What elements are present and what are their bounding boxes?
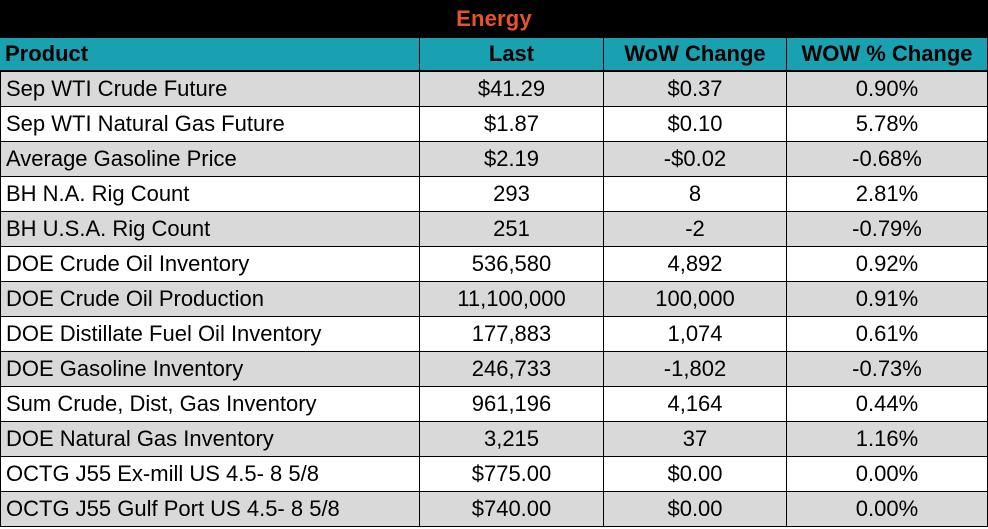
cell-wow-change: $0.00: [604, 457, 787, 491]
cell-wow-change: 4,164: [604, 387, 787, 421]
cell-wow-change: -1,802: [604, 352, 787, 386]
cell-wow-pct: 0.00%: [787, 492, 988, 526]
cell-last: 11,100,000: [420, 282, 604, 316]
cell-wow-pct: 5.78%: [787, 107, 988, 141]
header-product: Product: [0, 38, 420, 70]
cell-product: DOE Natural Gas Inventory: [0, 422, 420, 456]
cell-wow-change: $0.00: [604, 492, 787, 526]
cell-last: $2.19: [420, 142, 604, 176]
table-row: Sep WTI Crude Future $41.29 $0.37 0.90%: [0, 72, 988, 107]
cell-product: Sep WTI Natural Gas Future: [0, 107, 420, 141]
cell-last: $41.29: [420, 72, 604, 106]
cell-wow-change: 37: [604, 422, 787, 456]
cell-last: 246,733: [420, 352, 604, 386]
table-row: Average Gasoline Price $2.19 -$0.02 -0.6…: [0, 142, 988, 177]
cell-product: Sep WTI Crude Future: [0, 72, 420, 106]
cell-wow-pct: 1.16%: [787, 422, 988, 456]
cell-wow-pct: -0.73%: [787, 352, 988, 386]
cell-wow-pct: -0.79%: [787, 212, 988, 246]
cell-last: $775.00: [420, 457, 604, 491]
table-row: Sep WTI Natural Gas Future $1.87 $0.10 5…: [0, 107, 988, 142]
cell-last: 251: [420, 212, 604, 246]
cell-last: 536,580: [420, 247, 604, 281]
table-row: OCTG J55 Gulf Port US 4.5- 8 5/8 $740.00…: [0, 492, 988, 527]
table-row: DOE Crude Oil Inventory 536,580 4,892 0.…: [0, 247, 988, 282]
table-row: DOE Distillate Fuel Oil Inventory 177,88…: [0, 317, 988, 352]
cell-wow-pct: 0.91%: [787, 282, 988, 316]
cell-wow-change: 4,892: [604, 247, 787, 281]
table-row: DOE Natural Gas Inventory 3,215 37 1.16%: [0, 422, 988, 457]
cell-product: DOE Distillate Fuel Oil Inventory: [0, 317, 420, 351]
header-wow-pct-change: WOW % Change: [787, 38, 988, 70]
table-row: OCTG J55 Ex-mill US 4.5- 8 5/8 $775.00 $…: [0, 457, 988, 492]
cell-product: DOE Gasoline Inventory: [0, 352, 420, 386]
cell-wow-pct: 0.90%: [787, 72, 988, 106]
table-row: DOE Crude Oil Production 11,100,000 100,…: [0, 282, 988, 317]
header-wow-change: WoW Change: [604, 38, 787, 70]
table-row: DOE Gasoline Inventory 246,733 -1,802 -0…: [0, 352, 988, 387]
cell-wow-change: 1,074: [604, 317, 787, 351]
table-title-bar: Energy: [0, 0, 988, 37]
table-row: BH U.S.A. Rig Count 251 -2 -0.79%: [0, 212, 988, 247]
table-row: BH N.A. Rig Count 293 8 2.81%: [0, 177, 988, 212]
cell-wow-pct: 0.44%: [787, 387, 988, 421]
cell-wow-pct: -0.68%: [787, 142, 988, 176]
cell-last: $1.87: [420, 107, 604, 141]
cell-wow-pct: 0.00%: [787, 457, 988, 491]
cell-wow-change: -2: [604, 212, 787, 246]
cell-product: DOE Crude Oil Inventory: [0, 247, 420, 281]
cell-wow-change: 8: [604, 177, 787, 211]
cell-last: 177,883: [420, 317, 604, 351]
cell-product: DOE Crude Oil Production: [0, 282, 420, 316]
cell-last: 961,196: [420, 387, 604, 421]
cell-wow-change: 100,000: [604, 282, 787, 316]
cell-wow-pct: 0.61%: [787, 317, 988, 351]
cell-product: BH U.S.A. Rig Count: [0, 212, 420, 246]
cell-product: Sum Crude, Dist, Gas Inventory: [0, 387, 420, 421]
cell-wow-pct: 0.92%: [787, 247, 988, 281]
table-body: Sep WTI Crude Future $41.29 $0.37 0.90% …: [0, 72, 988, 527]
header-last: Last: [420, 38, 604, 70]
cell-product: OCTG J55 Gulf Port US 4.5- 8 5/8: [0, 492, 420, 526]
table-header-row: Product Last WoW Change WOW % Change: [0, 37, 988, 72]
cell-wow-change: $0.10: [604, 107, 787, 141]
cell-product: BH N.A. Rig Count: [0, 177, 420, 211]
cell-last: $740.00: [420, 492, 604, 526]
cell-product: OCTG J55 Ex-mill US 4.5- 8 5/8: [0, 457, 420, 491]
cell-last: 3,215: [420, 422, 604, 456]
cell-last: 293: [420, 177, 604, 211]
cell-wow-change: -$0.02: [604, 142, 787, 176]
table-row: Sum Crude, Dist, Gas Inventory 961,196 4…: [0, 387, 988, 422]
table-title: Energy: [456, 5, 532, 31]
cell-wow-change: $0.37: [604, 72, 787, 106]
cell-product: Average Gasoline Price: [0, 142, 420, 176]
cell-wow-pct: 2.81%: [787, 177, 988, 211]
